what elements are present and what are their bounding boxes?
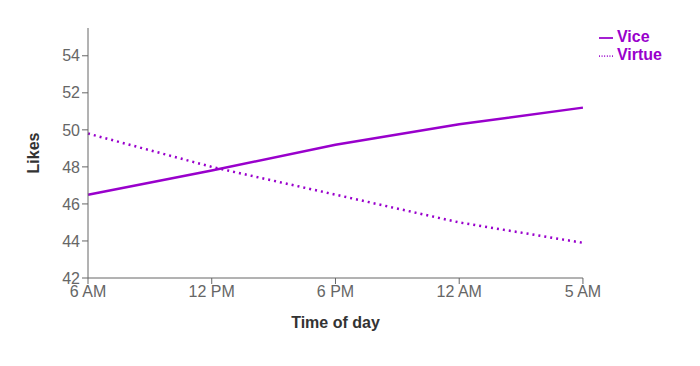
svg-text:12 PM: 12 PM xyxy=(189,283,235,300)
svg-text:48: 48 xyxy=(62,159,80,176)
svg-text:12 AM: 12 AM xyxy=(437,283,482,300)
html-text:Virtue: Virtue xyxy=(616,46,662,63)
svg-text:46: 46 xyxy=(62,196,80,213)
svg-text:50: 50 xyxy=(62,122,80,139)
svg-text:Time of day: Time of day xyxy=(291,314,380,331)
svg-text:52: 52 xyxy=(62,84,80,101)
svg-text:44: 44 xyxy=(62,233,80,250)
svg-text:5 AM: 5 AM xyxy=(565,283,601,300)
svg-text:Likes: Likes xyxy=(25,132,42,173)
svg-text:54: 54 xyxy=(62,47,80,64)
html-text:Vice: Vice xyxy=(616,28,650,45)
svg-text:6 PM: 6 PM xyxy=(317,283,354,300)
svg-text:6 AM: 6 AM xyxy=(69,283,107,301)
svg-text:42: 42 xyxy=(62,270,80,287)
